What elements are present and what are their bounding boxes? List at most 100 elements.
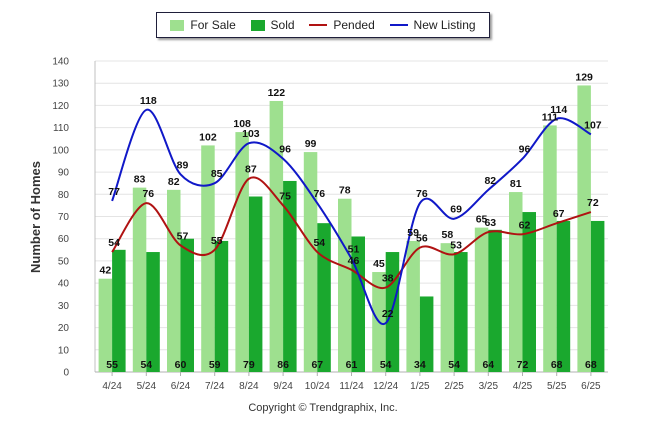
legend-item-pended[interactable]: Pended [309,18,375,32]
bar-sold [454,252,468,372]
data-label-new-listing: 51 [348,244,360,256]
y-tick-label: 20 [58,323,70,334]
data-label-sold: 55 [106,359,118,371]
data-label-pended: 38 [382,273,394,285]
bar-for-sale [201,145,215,372]
data-label-pended: 75 [279,190,291,202]
bar-sold [283,180,297,372]
data-label-sold: 59 [209,359,221,371]
data-label-for-sale: 45 [373,258,385,270]
x-tick-label: 9/24 [273,381,293,392]
data-label-for-sale: 78 [339,185,351,197]
x-axis: 4/24 5/24 6/24 7/24 8/24 9/24 10/24 11/24 12/24 1… [95,371,608,392]
pended-line-swatch [309,24,328,26]
data-label-pended: 53 [450,239,462,251]
bar-for-sale [338,198,352,372]
new-listing-line-swatch [389,24,408,26]
legend-label-pended: Pended [333,18,375,32]
data-label-sold: 54 [140,359,152,371]
legend-item-new-listing[interactable]: New Listing [389,18,476,32]
data-label-new-listing: 77 [108,186,120,198]
data-label-new-listing: 118 [140,95,157,107]
bar-for-sale [406,240,420,372]
y-tick-label: 70 [58,212,70,223]
bar-for-sale [235,132,249,372]
y-tick-label: 60 [58,234,70,245]
data-label-for-sale: 42 [100,265,112,277]
x-tick-label: 2/25 [444,381,464,392]
data-label-pended: 76 [142,188,154,200]
bar-for-sale [167,189,181,372]
y-axis-title: Number of Homes [28,161,43,273]
data-label-new-listing: 103 [242,128,260,140]
bar-sold [419,296,434,372]
bar-sold [556,220,571,372]
x-tick-label: 6/25 [581,381,601,392]
for-sale-swatch [170,19,185,31]
data-label-pended: 55 [211,235,223,247]
data-label-new-listing: 82 [484,175,496,187]
data-label-for-sale: 58 [442,229,454,241]
data-label-pended: 56 [416,233,428,245]
legend: For Sale Sold Pended New Listing [156,12,490,38]
x-tick-label: 8/24 [239,381,259,392]
data-label-new-listing: 89 [177,159,189,171]
data-label-sold: 79 [243,359,255,371]
data-label-sold: 64 [482,359,494,371]
data-label-pended: 54 [313,237,325,249]
x-tick-label: 11/24 [339,381,364,392]
x-tick-label: 7/24 [205,381,225,392]
bar-for-sale [269,100,284,372]
legend-item-for-sale[interactable]: For Sale [170,18,236,32]
data-label-sold: 67 [311,359,323,371]
legend-item-sold[interactable]: Sold [250,18,295,32]
y-tick-label: 80 [58,190,70,201]
bar-sold [351,236,365,372]
data-label-pended: 62 [519,219,531,231]
sold-swatch [250,19,265,31]
y-tick-label: 40 [58,279,70,290]
bar-sold [214,240,229,372]
x-tick-label: 1/25 [410,381,430,392]
x-tick-label: 12/24 [373,381,398,392]
data-label-for-sale: 122 [268,87,286,99]
bar-for-sale [440,243,455,372]
data-label-sold: 61 [346,359,358,371]
x-tick-label: 10/24 [305,381,330,392]
bar-for-sale [474,227,489,372]
bar-sold [112,249,126,372]
bar-sold [385,252,400,372]
x-tick-label: 5/25 [547,381,567,392]
y-tick-label: 100 [52,145,69,156]
x-tick-label: 5/24 [137,381,157,392]
data-label-sold: 54 [448,359,460,371]
data-label-for-sale: 129 [575,71,593,83]
data-label-sold: 68 [585,359,597,371]
data-label-new-listing: 76 [313,188,325,200]
y-tick-label: 10 [58,345,70,356]
y-tick-label: 90 [58,168,70,179]
data-label-new-listing: 22 [382,308,394,320]
data-label-new-listing: 107 [584,119,602,131]
data-label-sold: 68 [551,359,563,371]
bar-sold [180,238,194,372]
data-label-sold: 34 [414,359,426,371]
data-label-pended: 63 [484,217,496,229]
data-label-for-sale: 65 [476,214,488,226]
data-label-for-sale: 102 [199,131,217,143]
bar-for-sale [98,278,113,372]
y-tick-label: 140 [52,57,69,68]
x-tick-label: 4/24 [102,381,122,392]
y-tick-label: 50 [58,256,70,267]
data-label-pended: 67 [553,208,565,220]
bars [98,85,605,373]
bar-for-sale [509,192,523,372]
data-label-new-listing: 114 [550,104,567,116]
data-label-for-sale: 83 [134,174,146,186]
data-label-new-listing: 69 [450,204,462,216]
data-label-new-listing: 96 [279,144,291,156]
data-label-pended: 46 [348,255,360,267]
x-tick-label: 4/25 [513,381,533,392]
data-labels: 42 55 54 77 83 54 76 118 82 60 57 89 102 59 55 85 108 79 8… [100,71,602,371]
